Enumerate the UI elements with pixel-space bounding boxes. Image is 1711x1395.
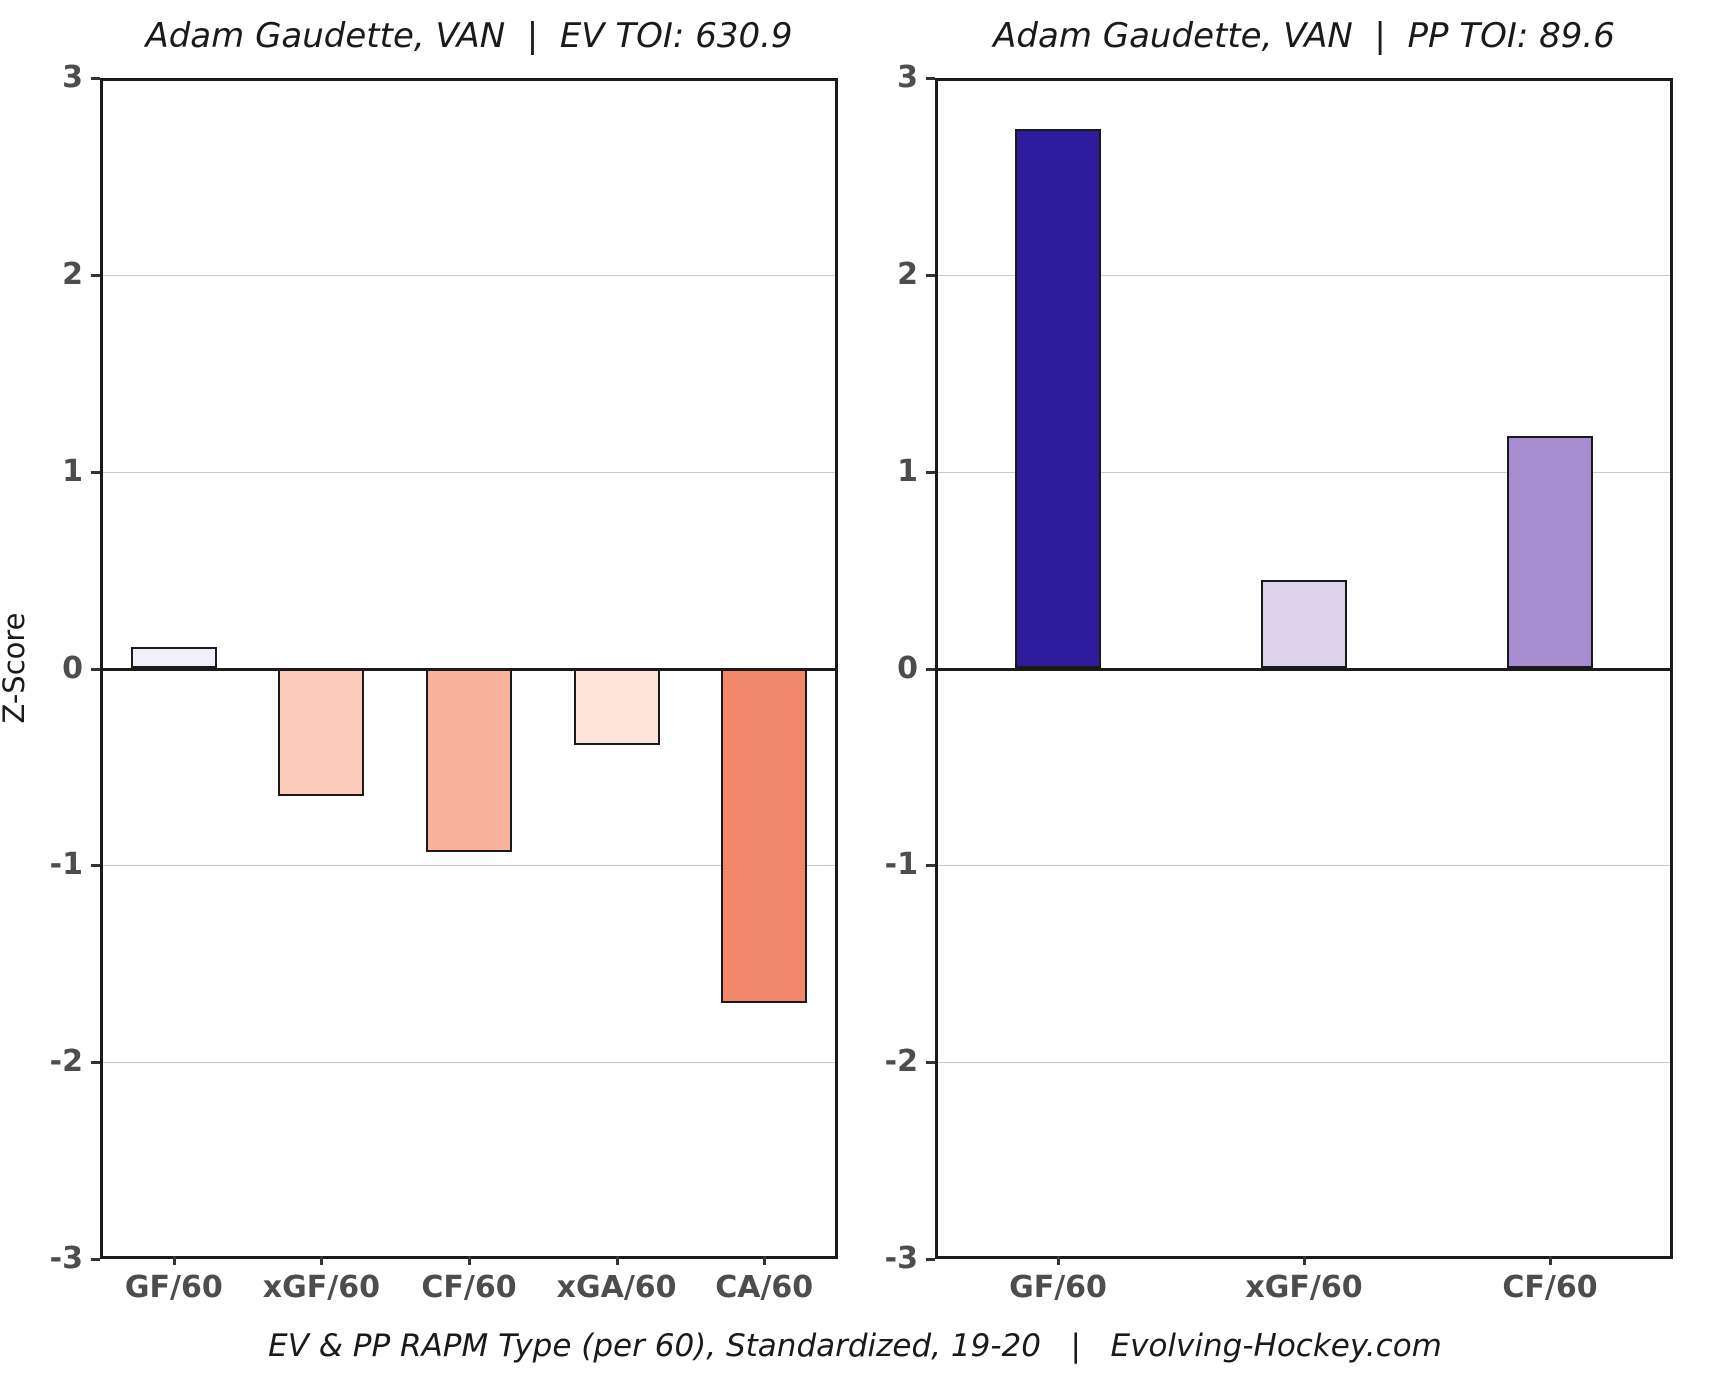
gridline: [103, 471, 835, 473]
right-chart-plot-area: 3 2 1 0 -1 -2 -3 GF/60 xGF/60 CF/60: [885, 63, 1673, 1305]
y-tick-mark: [926, 77, 935, 80]
y-tick-label: -2: [884, 1044, 918, 1080]
gridline: [103, 865, 835, 867]
x-tick-mark: [763, 1256, 767, 1265]
x-tick-label: CA/60: [715, 1270, 814, 1305]
left-chart-title: Adam Gaudette, VAN | EV TOI: 630.9: [145, 16, 793, 56]
y-tick-mark: [926, 1061, 935, 1065]
x-tick-mark: [468, 1256, 471, 1265]
y-tick-mark: [926, 273, 935, 277]
y-tick-label: 3: [62, 60, 83, 95]
y-tick-mark: [926, 667, 935, 671]
x-tick-label: CF/60: [421, 1270, 517, 1305]
x-tick-label: GF/60: [1009, 1270, 1107, 1305]
x-tick-label: xGF/60: [262, 1270, 380, 1305]
bar-ca-60: [721, 668, 808, 1004]
y-tick-label: 0: [62, 650, 83, 686]
bar-xga-60: [573, 668, 660, 746]
y-tick-label: 1: [897, 453, 918, 489]
x-tick-mark: [1057, 1256, 1060, 1265]
gridline: [103, 1062, 835, 1064]
y-tick-label: -2: [49, 1044, 83, 1080]
y-tick-mark: [91, 864, 100, 868]
figure-caption: EV & PP RAPM Type (per 60), Standardized…: [268, 1328, 1442, 1364]
zero-baseline: [938, 667, 1670, 671]
y-tick-label: -3: [49, 1241, 83, 1276]
x-tick-label: GF/60: [124, 1270, 223, 1305]
y-tick-label: 0: [897, 650, 918, 686]
y-tick-label: -3: [884, 1241, 918, 1276]
y-tick-mark: [926, 470, 935, 474]
left-chart-plot-area: 3 2 1 0 -1 -2 -3 GF/60 xGF/60 CF/60 xGA/60 CA/60: [50, 63, 838, 1305]
bar-cf-60: [426, 668, 512, 852]
bar-cf-60: [1507, 436, 1593, 669]
gridline: [938, 1062, 1670, 1064]
gridline: [103, 274, 835, 276]
y-tick-label: -1: [884, 847, 918, 883]
y-tick-mark: [91, 77, 100, 80]
y-tick-mark: [926, 1258, 935, 1261]
y-tick-mark: [91, 1061, 100, 1065]
bar-xgf-60: [278, 668, 365, 797]
x-tick-mark: [615, 1256, 619, 1265]
bar-gf-60: [130, 646, 217, 669]
y-tick-mark: [91, 667, 100, 671]
bar-gf-60: [1015, 129, 1101, 669]
gridline: [938, 274, 1670, 276]
right-chart-title: Adam Gaudette, VAN | PP TOI: 89.6: [993, 16, 1615, 56]
y-tick-label: 1: [62, 453, 83, 489]
y-tick-mark: [91, 1258, 100, 1261]
x-tick-label: xGA/60: [556, 1270, 677, 1305]
y-tick-label: 2: [897, 256, 918, 292]
bar-xgf-60: [1261, 579, 1347, 669]
y-tick-label: 2: [62, 256, 83, 292]
y-tick-mark: [91, 470, 100, 474]
x-tick-mark: [172, 1256, 176, 1265]
x-tick-mark: [1303, 1256, 1306, 1265]
x-tick-mark: [1549, 1256, 1552, 1265]
y-tick-mark: [91, 273, 100, 277]
zero-baseline: [103, 667, 835, 671]
gridline: [938, 865, 1670, 867]
x-tick-mark: [320, 1256, 324, 1265]
y-tick-label: 3: [897, 60, 918, 95]
y-tick-mark: [926, 864, 935, 868]
x-tick-label: CF/60: [1502, 1270, 1598, 1305]
gridline: [938, 471, 1670, 473]
y-tick-label: -1: [49, 847, 83, 883]
x-tick-label: xGF/60: [1245, 1270, 1363, 1305]
